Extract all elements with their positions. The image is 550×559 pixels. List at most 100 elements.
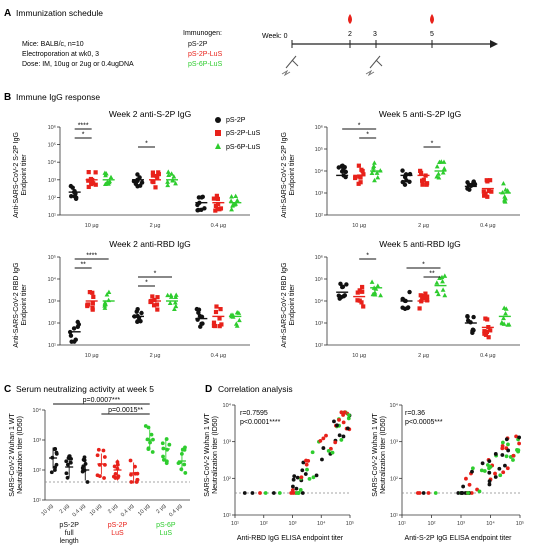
data-point [213, 309, 219, 315]
significance-label: * [145, 141, 148, 148]
week-3: 3 [373, 31, 377, 38]
legend-marker-black [215, 117, 221, 123]
data-point [75, 324, 81, 330]
data-point [420, 178, 425, 183]
x-tick-label: 10 µg [352, 223, 366, 229]
data-point [271, 491, 276, 495]
x-tick-label: 10⁴ [317, 520, 326, 527]
data-point [506, 442, 510, 447]
data-point [372, 160, 377, 165]
data-point [344, 282, 349, 287]
y-tick-label: 10¹ [48, 343, 56, 349]
x-tick-label: 10² [260, 521, 268, 527]
data-point [113, 476, 118, 480]
data-point [213, 203, 219, 209]
data-point [375, 174, 381, 180]
x-tick-label: 10 µg [85, 223, 99, 229]
data-point [357, 174, 362, 179]
data-point [442, 273, 448, 278]
data-point [196, 307, 202, 312]
x-tick-label: 10³ [457, 521, 465, 527]
data-point [456, 491, 461, 495]
y-tick-label: 10³ [315, 191, 323, 197]
data-point [300, 468, 305, 473]
data-point [499, 320, 505, 325]
panel-a-letter: A [4, 8, 11, 19]
data-point [96, 447, 101, 452]
data-point [90, 305, 95, 311]
panel-a: A Immunization schedule Mice: BALB/c, n=… [4, 8, 498, 77]
data-point [295, 475, 300, 480]
data-point [434, 280, 440, 285]
data-point [81, 464, 86, 469]
data-point [171, 306, 177, 312]
data-point [434, 163, 440, 169]
chart-title: Week 5 anti-S-2P IgG [379, 109, 461, 119]
y-tick-label: 10¹ [390, 513, 398, 519]
p-value-label: p=0.0007*** [83, 397, 121, 404]
data-point [86, 302, 91, 307]
significance-label: * [82, 132, 85, 139]
panel-d: D Correlation analysis SARS-CoV-2 Wuhan … [204, 384, 524, 542]
data-point [318, 438, 323, 443]
data-point [421, 491, 426, 495]
data-point [290, 488, 295, 492]
data-point [107, 178, 112, 184]
panel-c-letter: C [4, 384, 11, 395]
y-tick-label: 10³ [315, 321, 323, 327]
data-point [483, 316, 488, 321]
data-point [149, 432, 154, 437]
week-5: 5 [430, 31, 434, 38]
significance-label: ** [80, 262, 86, 269]
data-point [333, 440, 338, 445]
data-point [143, 424, 148, 428]
data-point [493, 475, 498, 479]
data-point [160, 441, 165, 446]
data-point [102, 181, 108, 186]
data-point [515, 448, 519, 452]
data-point [180, 447, 185, 452]
y-tick-label: 10⁵ [48, 254, 56, 261]
data-point [442, 292, 448, 298]
data-point [169, 171, 175, 176]
x-axis-label: Anti-S-2P IgG ELISA endpoint titer [405, 535, 513, 542]
data-point [500, 453, 505, 457]
legend: pS-2P pS-2P-LuS pS-6P-LuS [215, 117, 261, 151]
data-point [517, 441, 522, 446]
data-point [418, 170, 424, 175]
data-point [504, 454, 509, 459]
data-point [71, 326, 77, 331]
y-tick-label: 10¹ [223, 513, 231, 519]
data-point [355, 290, 360, 295]
data-point [375, 283, 381, 288]
data-point [471, 314, 476, 320]
data-point [217, 324, 222, 329]
y-tick-label: 10³ [48, 178, 56, 184]
chart-ylabel-2: Endpoint titer [289, 154, 296, 196]
data-point [135, 471, 140, 476]
data-point [500, 440, 505, 445]
x-tick-label: 0.4 µg [480, 353, 495, 359]
data-point [487, 459, 492, 464]
data-point [369, 170, 375, 175]
data-point [469, 491, 474, 495]
data-point [104, 292, 110, 297]
data-point [511, 458, 515, 462]
p-value: p<0.0005*** [405, 419, 443, 426]
data-point [347, 413, 351, 418]
data-point [151, 303, 157, 308]
data-point [211, 196, 217, 201]
data-point [480, 461, 485, 466]
x-tick-label: 0.4 µg [120, 503, 135, 518]
x-tick-label: 2 µg [107, 503, 119, 515]
data-point [493, 471, 497, 476]
immunogen-1: pS-2P [188, 41, 208, 48]
data-point [440, 287, 446, 292]
data-point [361, 172, 366, 177]
data-point [465, 180, 470, 185]
data-point [356, 163, 361, 168]
data-point [438, 159, 444, 164]
data-point [101, 448, 106, 453]
panel-d2-ylabel: SARS-CoV-2 Wuhan 1 WT [372, 413, 379, 497]
data-point [250, 491, 255, 495]
